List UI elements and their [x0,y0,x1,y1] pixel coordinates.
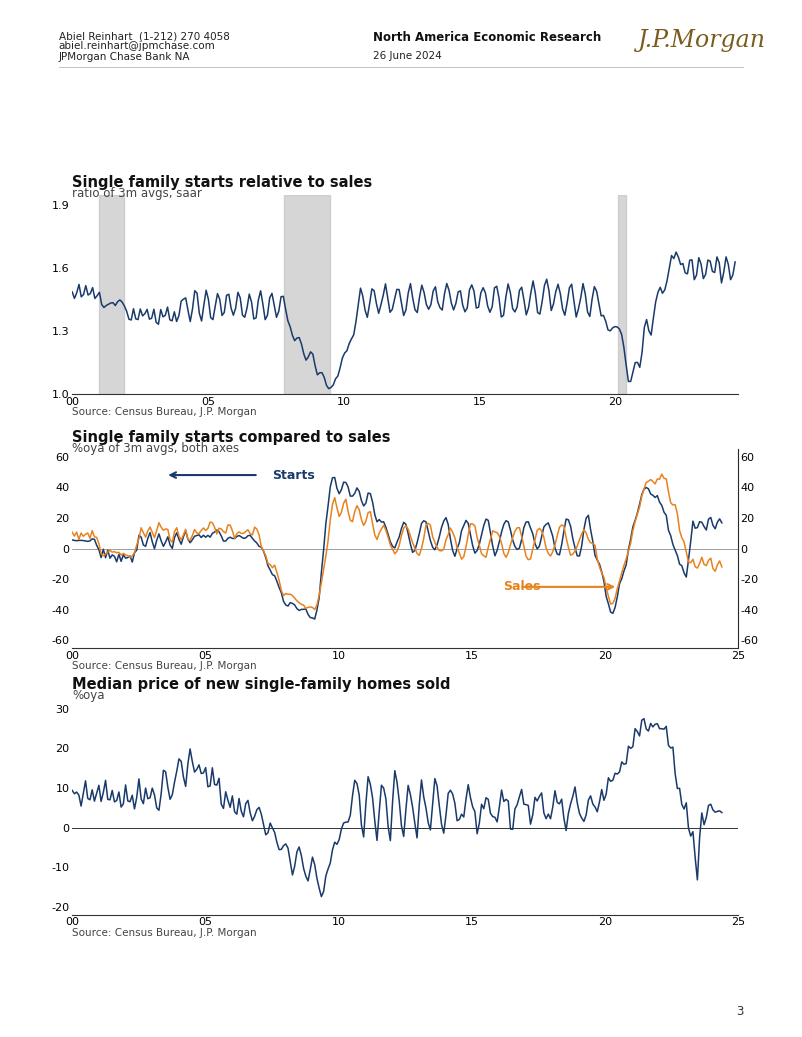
Bar [618,195,626,394]
Text: JPMorgan Chase Bank NA: JPMorgan Chase Bank NA [59,52,190,62]
Text: Abiel Reinhart  (1-212) 270 4058: Abiel Reinhart (1-212) 270 4058 [59,31,229,41]
Bar [284,195,330,394]
Text: Single family starts compared to sales: Single family starts compared to sales [72,430,391,445]
Text: Median price of new single-family homes sold: Median price of new single-family homes … [72,677,451,692]
Text: Single family starts relative to sales: Single family starts relative to sales [72,175,372,190]
Text: ratio of 3m avgs, saar: ratio of 3m avgs, saar [72,187,202,200]
Text: 26 June 2024: 26 June 2024 [373,51,442,61]
Text: J.P.Morgan: J.P.Morgan [638,29,766,52]
Text: Source: Census Bureau, J.P. Morgan: Source: Census Bureau, J.P. Morgan [72,928,257,938]
Text: Starts: Starts [272,469,314,481]
Text: %oya of 3m avgs, both axes: %oya of 3m avgs, both axes [72,442,239,455]
Text: Source: Census Bureau, J.P. Morgan: Source: Census Bureau, J.P. Morgan [72,661,257,671]
Text: Sales: Sales [504,581,541,593]
Text: abiel.reinhart@jpmchase.com: abiel.reinhart@jpmchase.com [59,41,215,52]
Text: Source: Census Bureau, J.P. Morgan: Source: Census Bureau, J.P. Morgan [72,407,257,417]
Bar [99,195,124,394]
Text: 3: 3 [736,1005,743,1018]
Text: %oya: %oya [72,689,105,702]
Text: North America Economic Research: North America Economic Research [373,31,602,45]
